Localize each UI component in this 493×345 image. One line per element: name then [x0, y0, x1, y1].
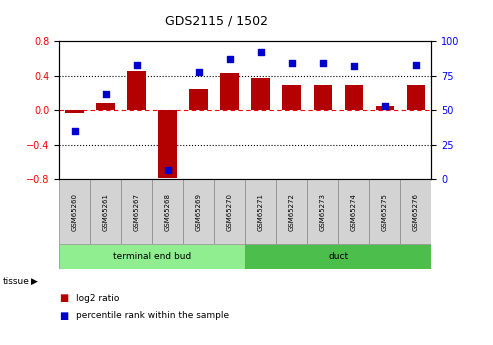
Bar — [251, 78, 270, 110]
Bar — [189, 89, 208, 110]
Point — [381, 104, 389, 109]
Text: GSM65275: GSM65275 — [382, 193, 388, 230]
Point — [133, 62, 141, 68]
Bar — [369, 179, 400, 244]
Point — [226, 57, 234, 62]
Bar — [407, 85, 425, 110]
Text: tissue: tissue — [2, 277, 30, 286]
Text: terminal end bud: terminal end bud — [113, 252, 191, 261]
Text: GSM65269: GSM65269 — [196, 193, 202, 230]
Bar — [90, 179, 121, 244]
Bar — [307, 179, 338, 244]
Point — [288, 61, 296, 66]
Bar — [345, 85, 363, 110]
Bar — [59, 244, 246, 269]
Text: GSM65272: GSM65272 — [289, 193, 295, 230]
Bar — [276, 179, 307, 244]
Text: GSM65274: GSM65274 — [351, 193, 357, 230]
Point — [70, 128, 78, 134]
Bar — [376, 106, 394, 110]
Text: GSM65276: GSM65276 — [413, 193, 419, 230]
Bar — [338, 179, 369, 244]
Text: GSM65273: GSM65273 — [320, 193, 326, 230]
Bar — [121, 179, 152, 244]
Text: log2 ratio: log2 ratio — [76, 294, 120, 303]
Point — [350, 63, 358, 69]
Point — [257, 50, 265, 55]
Text: GSM65261: GSM65261 — [103, 193, 108, 230]
Text: ■: ■ — [59, 311, 69, 321]
Text: GSM65271: GSM65271 — [258, 193, 264, 230]
Bar — [220, 73, 239, 110]
Bar — [152, 179, 183, 244]
Point — [164, 167, 172, 172]
Bar — [400, 179, 431, 244]
Text: GSM65268: GSM65268 — [165, 193, 171, 230]
Bar — [127, 71, 146, 110]
Bar — [282, 85, 301, 110]
Text: GSM65270: GSM65270 — [227, 193, 233, 230]
Point — [319, 61, 327, 66]
Point — [102, 91, 109, 97]
Text: duct: duct — [328, 252, 349, 261]
Text: ▶: ▶ — [31, 277, 38, 286]
Bar — [246, 244, 431, 269]
Bar — [66, 110, 84, 113]
Point — [195, 69, 203, 75]
Text: ■: ■ — [59, 294, 69, 303]
Bar — [59, 179, 90, 244]
Text: GDS2115 / 1502: GDS2115 / 1502 — [166, 14, 268, 28]
Text: percentile rank within the sample: percentile rank within the sample — [76, 311, 230, 320]
Bar — [214, 179, 246, 244]
Bar — [158, 110, 177, 178]
Bar — [246, 179, 276, 244]
Point — [412, 62, 420, 68]
Text: GSM65267: GSM65267 — [134, 193, 140, 230]
Bar — [183, 179, 214, 244]
Bar — [97, 104, 115, 110]
Bar — [314, 85, 332, 110]
Text: GSM65260: GSM65260 — [71, 193, 78, 230]
